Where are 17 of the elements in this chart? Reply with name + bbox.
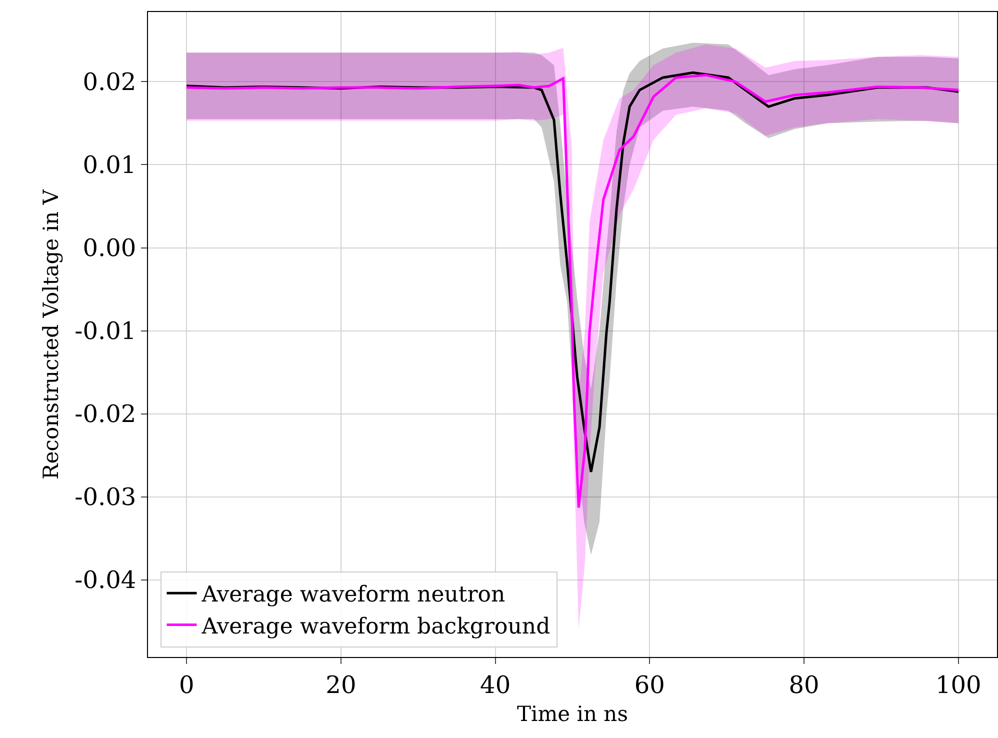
x-tick-label: 60 [634,670,665,699]
y-tick-label: 0.01 [82,151,136,180]
y-tick-label: -0.03 [74,483,136,512]
y-tick-label: -0.01 [74,317,136,346]
y-axis-title: Reconstructed Voltage in V [38,188,63,480]
y-tick-label: 0.02 [82,68,136,96]
x-tick-label: 80 [788,670,820,699]
x-axis-title: Time in ns [517,702,628,726]
legend-label: Average waveform background [200,614,550,640]
legend-label: Average waveform neutron [200,582,506,608]
x-tick-label: 100 [936,670,982,699]
x-tick-label: 20 [326,670,356,699]
x-tick-label: 40 [480,670,511,699]
y-tick-label: -0.02 [74,400,136,428]
y-tick-label: -0.04 [74,566,136,594]
y-tick-label: 0.00 [82,234,136,262]
x-tick-label: 0 [178,670,194,699]
